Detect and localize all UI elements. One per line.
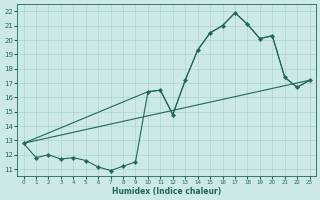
X-axis label: Humidex (Indice chaleur): Humidex (Indice chaleur) (112, 187, 221, 196)
